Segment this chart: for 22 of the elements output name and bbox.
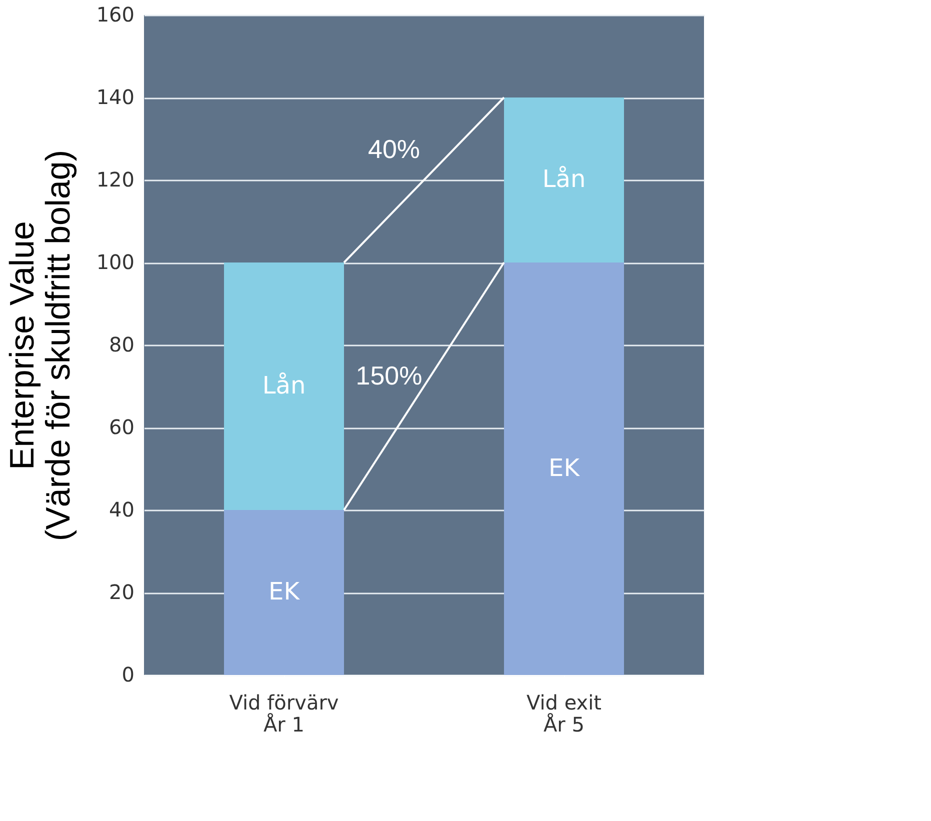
y-tick-label: 120: [96, 168, 134, 192]
y-tick-label: 60: [109, 415, 134, 439]
y-tick-label: 0: [122, 662, 134, 686]
bar: [504, 262, 624, 675]
y-axis-title: Enterprise Value (Värde för skuldfritt bolag): [3, 150, 78, 542]
text: Lån: [542, 165, 586, 193]
x-tick-label: Vid exit År 5: [526, 690, 602, 736]
text: EK: [268, 578, 300, 606]
x-tick-label: Vid förvärv År 1: [229, 690, 339, 736]
y-tick-label: 20: [109, 580, 134, 604]
bar: [224, 510, 344, 675]
annotation: 40%: [368, 134, 420, 164]
series-label: Lån: [262, 371, 306, 400]
y-tick-label: 140: [96, 85, 134, 109]
series-label: EK: [548, 454, 581, 482]
bar: [504, 98, 624, 262]
y-tick-label: 160: [96, 2, 134, 26]
y-tick-label: 80: [109, 332, 134, 356]
y-tick-label: 40: [109, 498, 134, 522]
annotation: 150%: [356, 360, 422, 390]
bar: [224, 262, 344, 510]
y-tick-label: 100: [96, 250, 134, 274]
